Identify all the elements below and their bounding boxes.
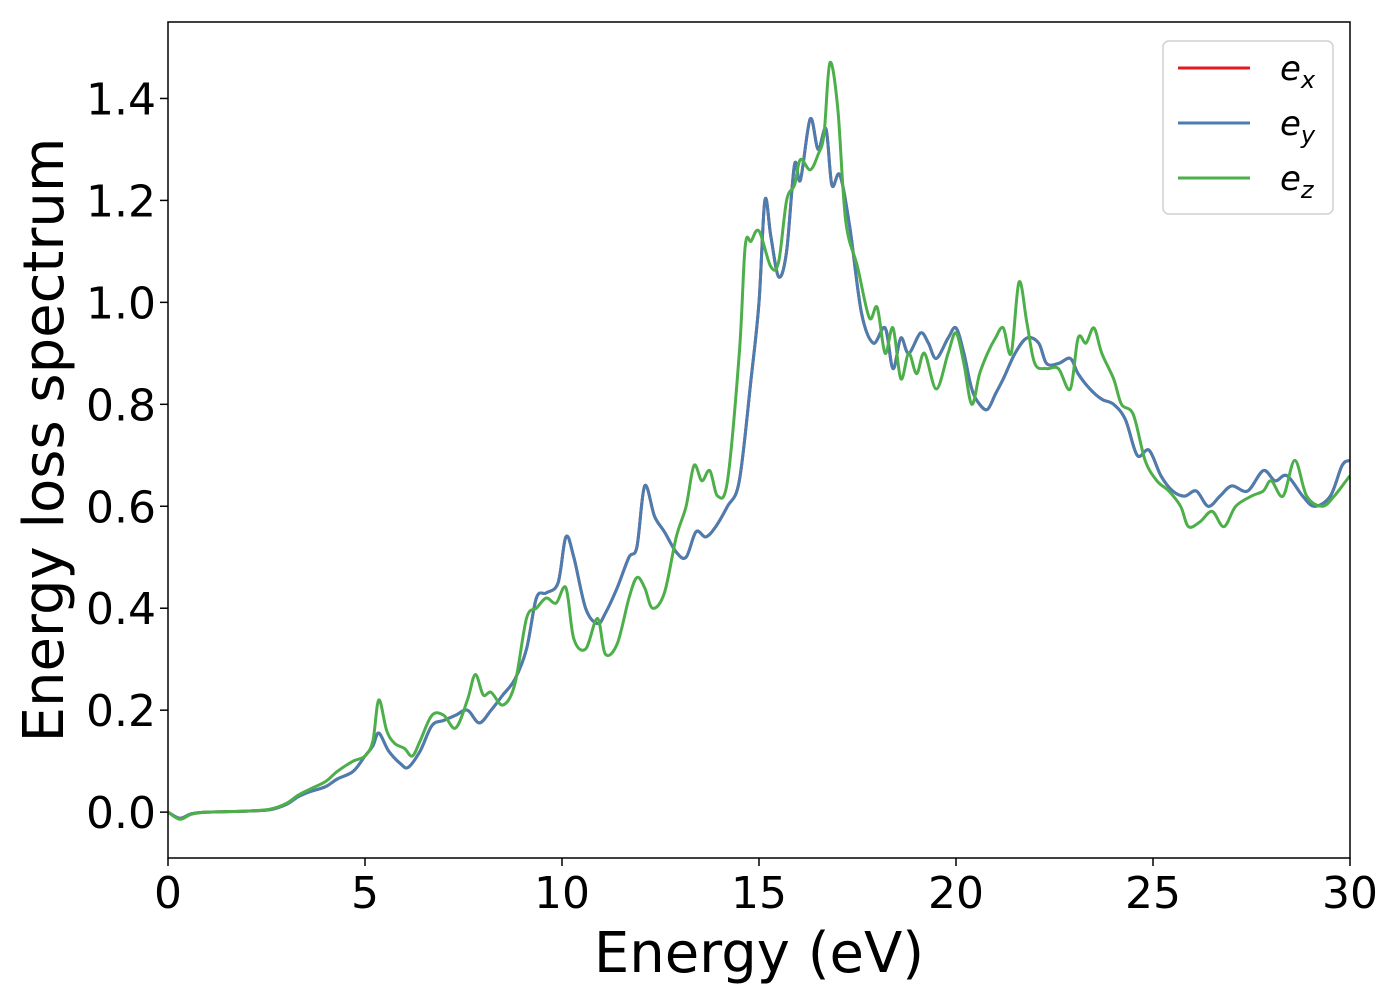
plot-area: [168, 60, 1350, 821]
x-tick-label: 25: [1125, 868, 1181, 919]
x-tick-label: 10: [534, 868, 590, 919]
y-tick-label: 0.2: [86, 686, 156, 737]
y-axis: 0.0 0.2 0.4 0.6 0.8 1.0 1.2 1.4: [86, 74, 168, 839]
x-tick-label: 0: [154, 868, 182, 919]
y-tick-label: 0.0: [86, 788, 156, 839]
legend-label-e-y: ey: [1280, 104, 1316, 149]
x-tick-label: 15: [731, 868, 787, 919]
y-axis-label: Energy loss spectrum: [12, 138, 77, 743]
y-tick-label: 0.8: [86, 380, 156, 431]
legend-box: [1162, 40, 1334, 215]
y-tick-label: 1.4: [86, 74, 156, 125]
series-line-e-z: [168, 60, 1350, 821]
y-tick-label: 0.4: [86, 584, 156, 635]
y-tick-label: 1.2: [86, 176, 156, 227]
legend-label-e-x: ex: [1280, 49, 1316, 94]
legend-label-e-z: ez: [1280, 159, 1315, 204]
x-tick-label: 30: [1322, 868, 1378, 919]
y-tick-label: 1.0: [86, 278, 156, 329]
series-line-e-x: [168, 117, 1350, 820]
x-tick-label: 20: [928, 868, 984, 919]
series-line-e-y: [168, 117, 1350, 820]
x-tick-label: 5: [351, 868, 379, 919]
legend: ex ey ez: [1162, 40, 1334, 215]
y-tick-label: 0.6: [86, 482, 156, 533]
x-axis-label: Energy (eV): [594, 921, 924, 986]
x-axis: 0 5 10 15 20 25 30: [154, 858, 1378, 919]
